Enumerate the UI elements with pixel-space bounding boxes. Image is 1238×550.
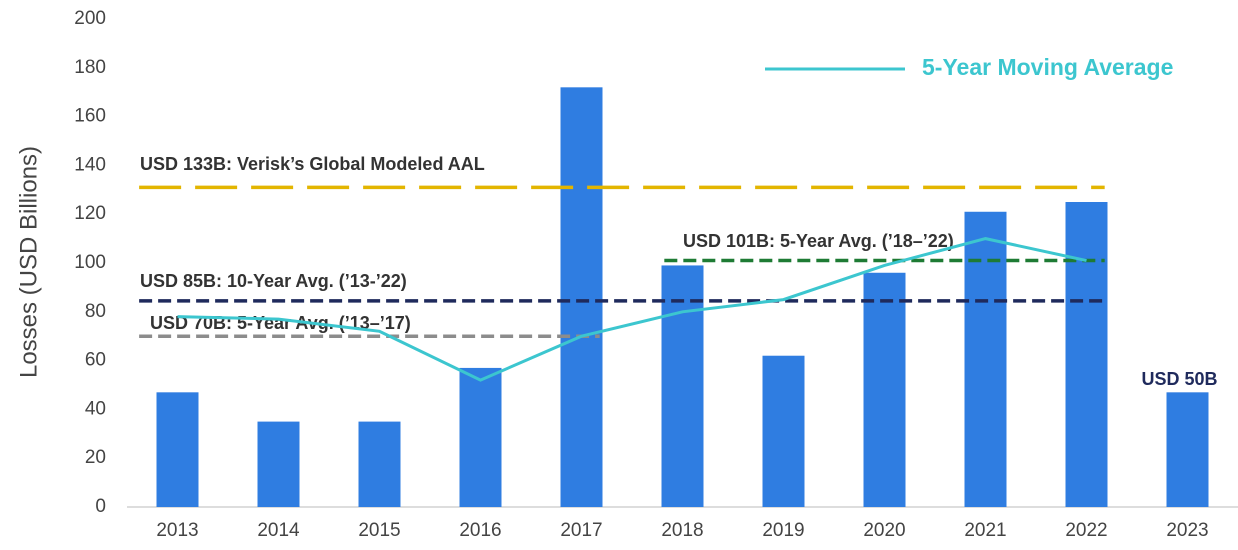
y-tick-label: 120 [74,203,106,224]
x-tick-label: 2013 [156,520,198,541]
y-tick-label: 100 [74,252,106,273]
moving-average-line [177,237,1087,382]
x-tick-label: 2020 [863,520,905,541]
reference-label: USD 133B: Verisk’s Global Modeled AAL [140,154,485,174]
y-tick-label: 180 [74,57,106,78]
y-tick-label: 200 [74,8,106,29]
legend-text: 5-Year Moving Average [922,54,1173,80]
bar [1166,392,1209,507]
x-tick-label: 2016 [459,520,501,541]
y-tick-label: 140 [74,154,106,175]
x-tick-label: 2022 [1065,520,1107,541]
x-tick-label: 2015 [358,520,400,541]
annotation: USD 50B [1141,369,1217,389]
y-tick-label: 0 [95,496,106,517]
bar [156,392,199,507]
x-tick-label: 2018 [661,520,703,541]
bar [661,265,704,507]
bar [762,355,805,507]
reference-label: USD 85B: 10-Year Avg. (’13-’22) [140,271,407,291]
x-tick-label: 2023 [1166,520,1208,541]
reference-label: USD 101B: 5-Year Avg. (’18–’22) [683,231,954,251]
bar [257,421,300,507]
x-tick-label: 2014 [257,520,300,541]
bar [964,211,1007,507]
bar [358,421,401,507]
bar [863,272,906,507]
y-tick-label: 80 [85,301,106,322]
y-tick-label: 20 [85,447,106,468]
bar [1065,202,1108,507]
y-tick-label: 160 [74,106,106,127]
x-tick-label: 2017 [560,520,602,541]
y-tick-label: 60 [85,350,106,371]
x-tick-label: 2021 [964,520,1006,541]
y-tick-label: 40 [85,398,106,419]
bar [459,367,502,507]
y-axis-label: Losses (USD Billions) [15,146,42,378]
x-tick-label: 2019 [762,520,804,541]
bar [560,87,603,507]
